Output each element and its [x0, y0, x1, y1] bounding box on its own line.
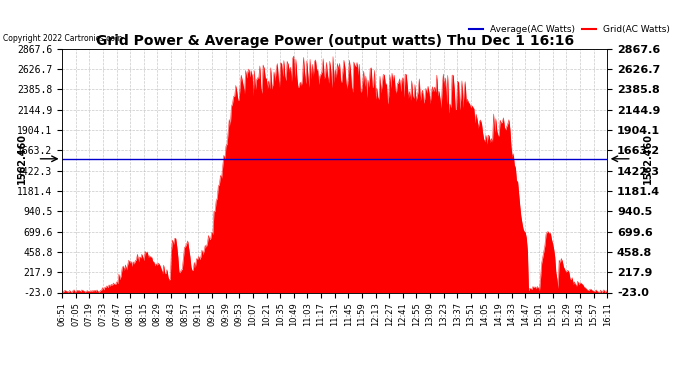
Text: 1562.460: 1562.460: [17, 133, 27, 184]
Title: Grid Power & Average Power (output watts) Thu Dec 1 16:16: Grid Power & Average Power (output watts…: [96, 34, 573, 48]
Text: Copyright 2022 Cartronics.com: Copyright 2022 Cartronics.com: [3, 34, 123, 43]
Text: 1562.460: 1562.460: [642, 133, 653, 184]
Legend: Average(AC Watts), Grid(AC Watts): Average(AC Watts), Grid(AC Watts): [466, 22, 673, 38]
